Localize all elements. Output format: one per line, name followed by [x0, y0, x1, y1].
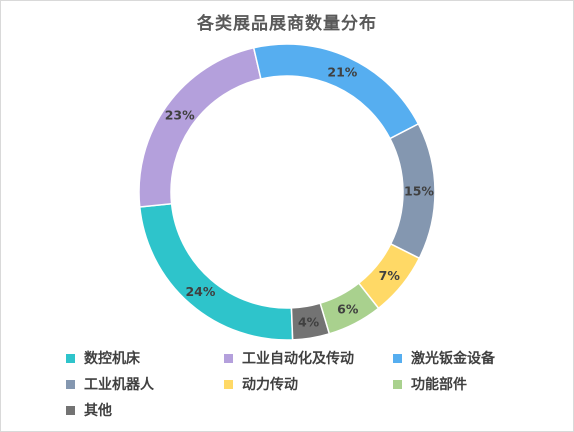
legend-swatch	[66, 405, 75, 415]
chart-title: 各类展品展商数量分布	[197, 14, 377, 34]
data-label-slice-5: 7%	[379, 268, 401, 283]
donut-slice-7	[290, 302, 331, 341]
donut-slice-3	[252, 43, 420, 140]
data-label-slice-3: 21%	[327, 65, 357, 80]
legend-swatch	[224, 353, 233, 363]
data-label-slice-2: 23%	[165, 108, 195, 123]
legend-item-5: 动力传动	[224, 376, 298, 393]
donut-slice-1	[138, 202, 294, 341]
legend-swatch	[393, 353, 402, 363]
legend-label: 工业机器人	[84, 377, 154, 393]
data-label-slice-1: 24%	[185, 284, 215, 299]
legend-item-1: 数控机床	[66, 350, 140, 367]
legend-swatch	[393, 379, 402, 389]
legend-label: 工业自动化及传动	[242, 351, 354, 367]
legend-item-3: 激光钣金设备	[393, 350, 495, 367]
data-label-slice-4: 15%	[404, 184, 434, 199]
legend-swatch	[66, 353, 75, 363]
legend-label: 其他	[84, 403, 112, 419]
data-label-slice-7: 4%	[298, 315, 320, 330]
legend-item-4: 工业机器人	[66, 376, 154, 393]
data-labels: 24% 23% 21% 15% 7% 6% 4%	[165, 65, 435, 330]
legend-item-2: 工业自动化及传动	[224, 350, 354, 367]
legend-swatch	[224, 379, 233, 389]
donut-slices	[138, 43, 436, 341]
donut-slice-2	[138, 46, 262, 208]
legend-label: 激光钣金设备	[411, 351, 495, 367]
legend-item-7: 其他	[66, 402, 112, 419]
legend-label: 功能部件	[411, 377, 467, 393]
legend-swatch	[66, 379, 75, 389]
legend-label: 数控机床	[84, 351, 140, 367]
legend-item-6: 功能部件	[393, 376, 467, 393]
legend-label: 动力传动	[242, 377, 298, 393]
data-label-slice-6: 6%	[337, 302, 359, 317]
